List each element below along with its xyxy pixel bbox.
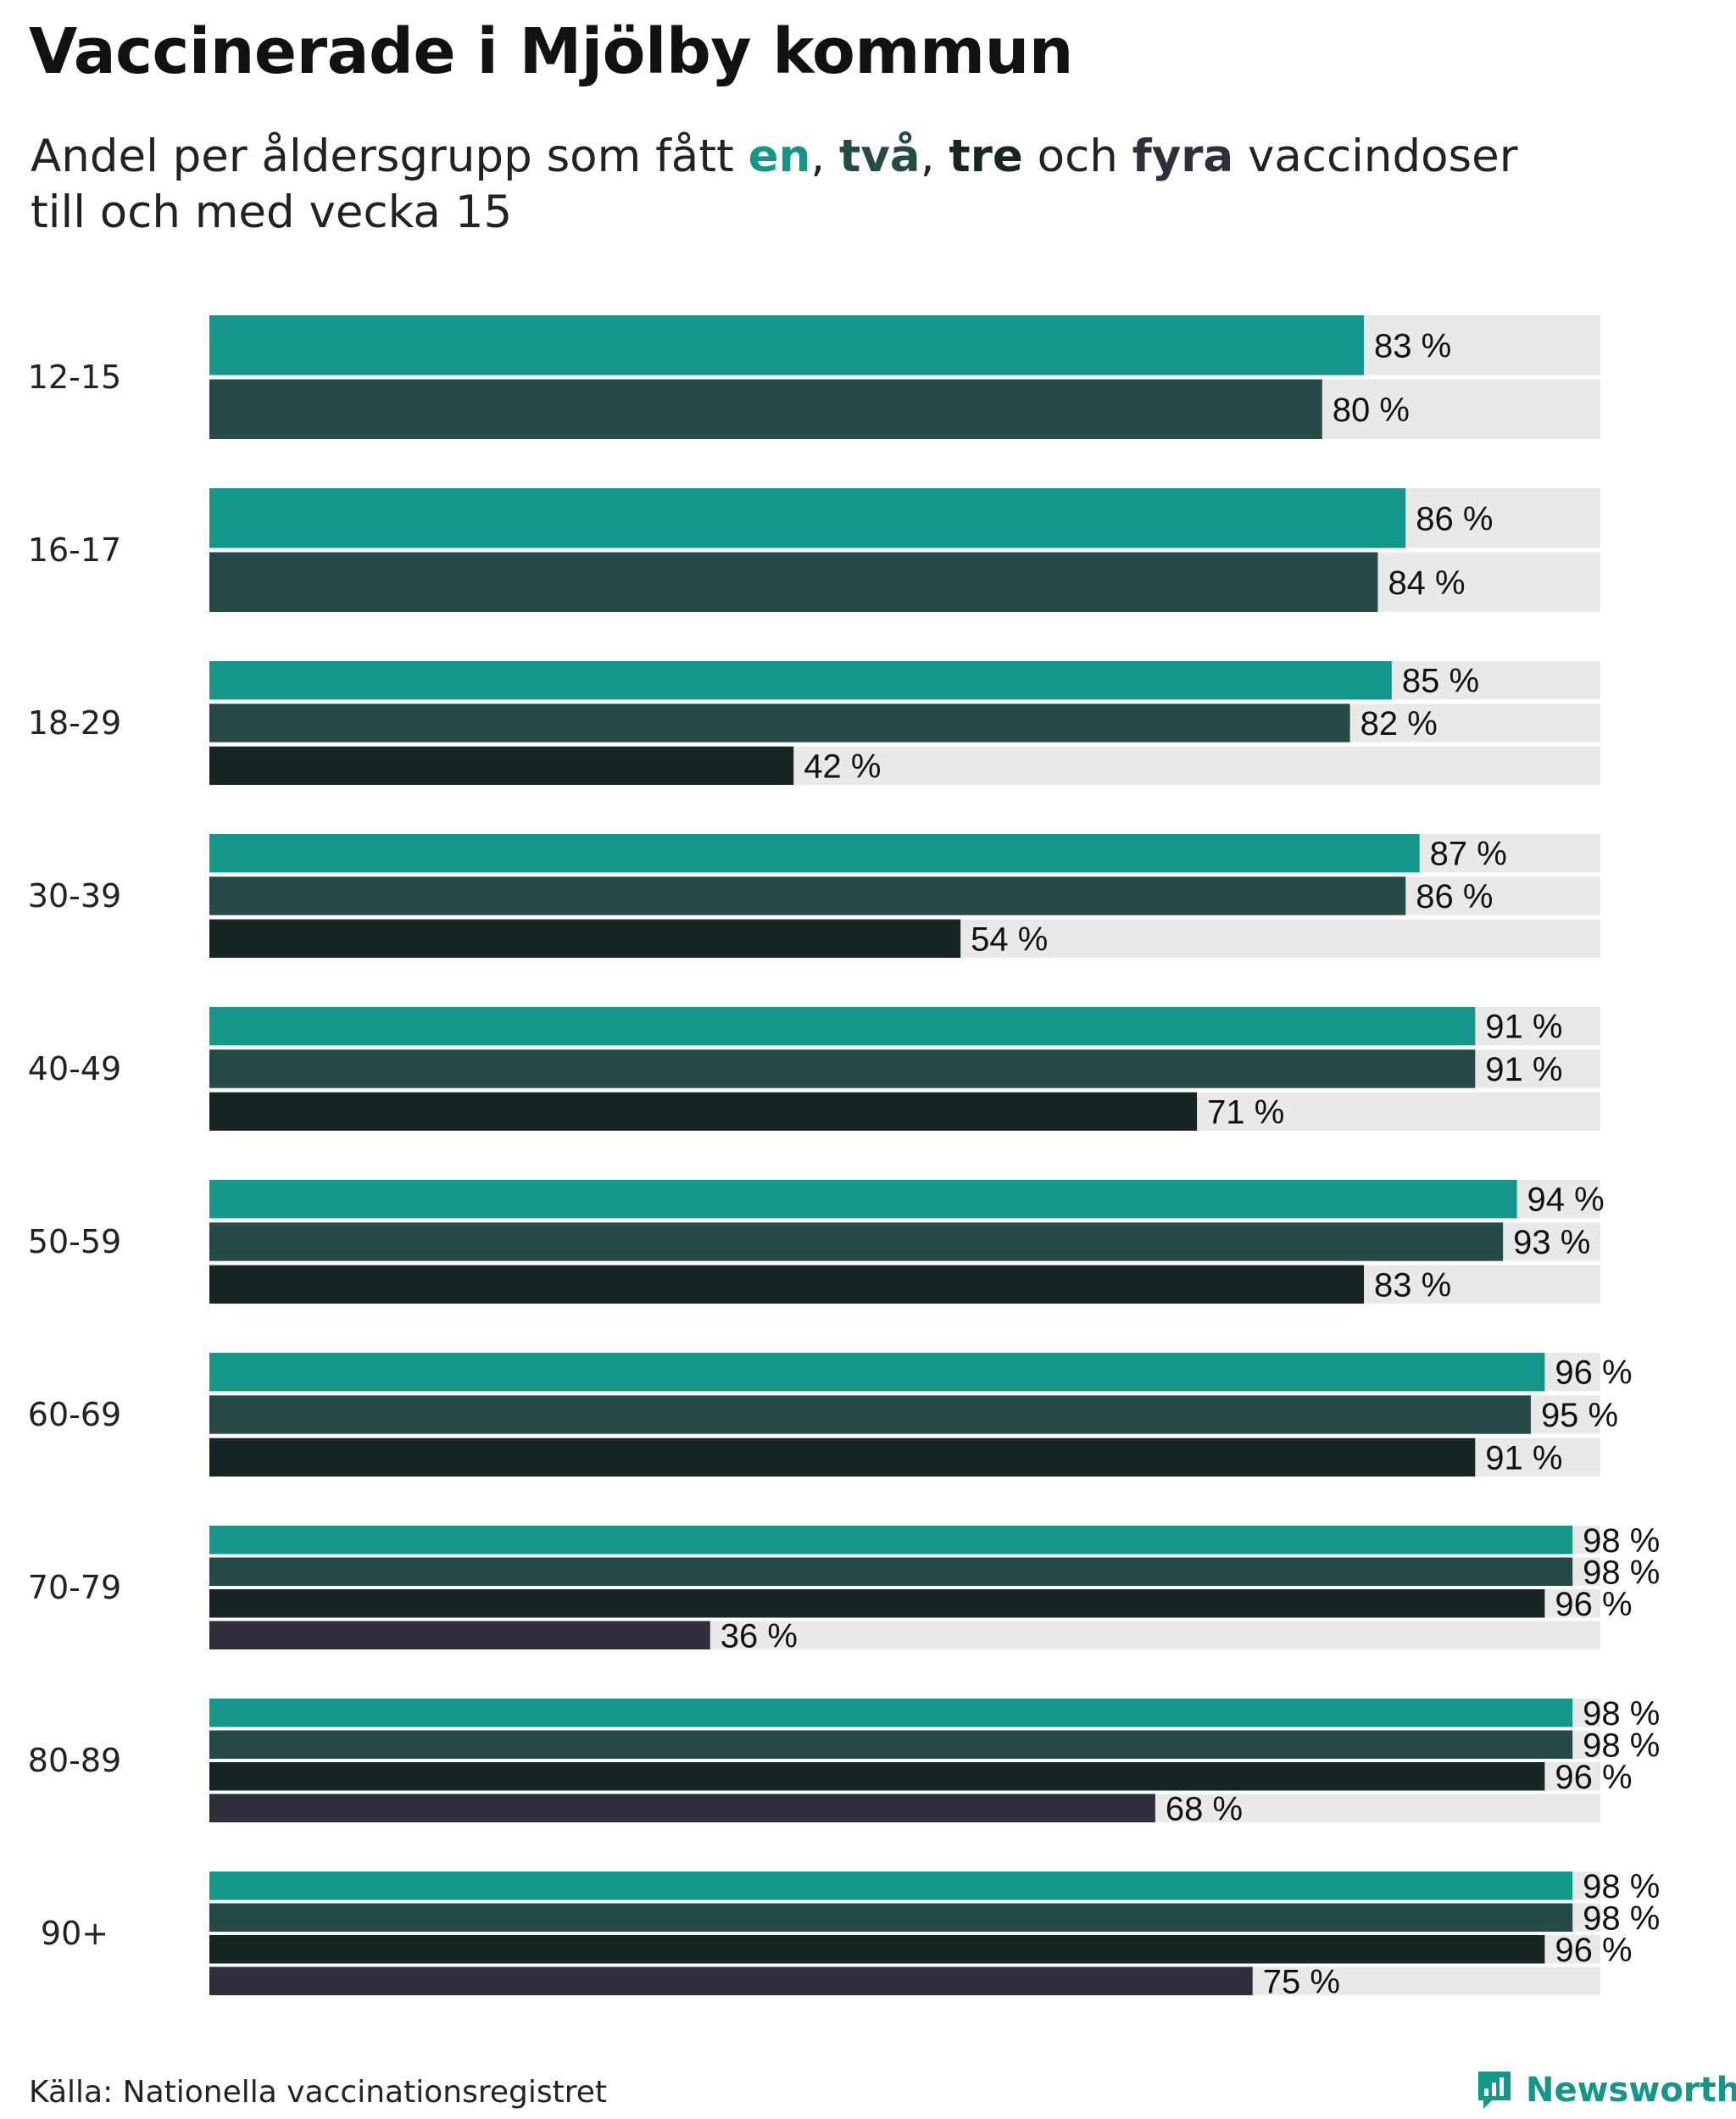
age-group-label: 70-79 [28,1569,121,1606]
value-label: 91 % [1485,1051,1562,1088]
value-label: 36 % [721,1617,798,1655]
bar-one-dose [209,834,1420,873]
value-label: 86 % [1416,500,1493,537]
bar-two-doses [209,379,1322,439]
bar-three-doses [209,1265,1365,1304]
bar-one-dose [209,1007,1476,1046]
value-label: 98 % [1583,1554,1660,1591]
value-label: 84 % [1388,565,1465,602]
age-group-label: 50-59 [28,1223,121,1260]
value-label: 96 % [1555,1354,1632,1392]
value-label: 82 % [1360,705,1438,742]
value-label: 98 % [1583,1868,1660,1905]
bar-one-dose [209,488,1406,548]
age-group-label: 80-89 [28,1742,121,1779]
value-label: 83 % [1374,327,1451,364]
age-group-label: 30-39 [28,877,121,915]
value-label: 75 % [1263,1963,1340,2000]
bar-two-doses [209,876,1406,915]
value-label: 42 % [804,748,881,785]
bar-three-doses [209,1092,1198,1131]
legend-key-three-doses: tre [949,131,1023,182]
bar-two-doses [209,1049,1476,1088]
bar-chart: 12-15 83 % 80 % 16-17 86 % 84 % 18-29 85 % 82 % 4… [28,315,1660,2000]
bar-two-doses [209,552,1378,612]
brand-name: Newsworthy [1526,2071,1736,2110]
bar-one-dose [209,1180,1517,1219]
value-label: 98 % [1583,1727,1660,1764]
bar-three-doses [209,746,794,785]
value-label: 96 % [1555,1759,1632,1796]
bar-one-dose [209,1353,1545,1392]
source-note: Källa: Nationella vaccinationsregistret [29,2075,607,2110]
value-label: 98 % [1583,1899,1660,1937]
bar-four-doses [209,1966,1253,1995]
bar-two-doses [209,1222,1504,1261]
age-group-label: 12-15 [28,359,121,396]
age-group-label: 16-17 [28,531,121,569]
bar-one-dose [209,1526,1573,1554]
bar-three-doses [209,1935,1545,1964]
subtitle-line-2: till och med vecka 15 [31,186,513,238]
bar-one-dose [209,1872,1573,1900]
bar-three-doses [209,1438,1476,1477]
bar-three-doses [209,919,961,958]
brand-logo: Newsworthy [1475,2068,1736,2112]
bar-one-dose [209,1699,1573,1727]
value-label: 98 % [1583,1695,1660,1732]
legend-key-one-dose: en [748,131,811,182]
bar-three-doses [209,1762,1545,1791]
subtitle-text: Andel per åldersgrupp som fått [31,131,748,182]
bar-two-doses [209,1395,1531,1434]
value-label: 94 % [1527,1182,1605,1219]
value-label: 85 % [1402,663,1479,700]
newsworthy-logo-icon [1478,2072,1511,2109]
bar-one-dose [209,315,1365,375]
value-label: 71 % [1207,1093,1284,1131]
bar-two-doses [209,1557,1573,1586]
subtitle-separator: , [810,131,840,182]
subtitle-text: vaccindoser [1233,131,1518,182]
legend-key-four-doses: fyra [1132,131,1234,182]
legend-key-two-doses: två [839,131,921,182]
bar-two-doses [209,1730,1573,1759]
bar-two-doses [209,1903,1573,1932]
value-label: 91 % [1485,1439,1562,1477]
value-label: 86 % [1416,878,1493,915]
value-label: 54 % [971,920,1048,958]
age-group-label: 40-49 [28,1050,121,1087]
chart-subtitle: Andel per åldersgrupp som fått en, två, … [31,129,1641,241]
value-label: 91 % [1485,1009,1562,1046]
value-label: 96 % [1555,1932,1632,1969]
bar-four-doses [209,1794,1155,1822]
value-label: 68 % [1166,1790,1243,1827]
bar-two-doses [209,704,1350,742]
value-label: 83 % [1374,1266,1451,1304]
age-group-label: 60-69 [28,1396,121,1433]
bar-three-doses [209,1589,1545,1618]
value-label: 93 % [1513,1224,1590,1261]
value-label: 96 % [1555,1586,1632,1623]
chart-title: Vaccinerade i Mjölby kommun [29,15,1073,88]
bar-one-dose [209,661,1392,700]
age-group-label: 18-29 [28,704,121,742]
subtitle-text: och [1022,131,1132,182]
value-label: 80 % [1333,392,1410,429]
bar-four-doses [209,1621,710,1649]
value-label: 87 % [1430,836,1507,873]
age-group-label: 90+ [41,1915,108,1952]
value-label: 98 % [1583,1522,1660,1560]
subtitle-separator: , [920,131,949,182]
value-label: 95 % [1541,1397,1618,1434]
